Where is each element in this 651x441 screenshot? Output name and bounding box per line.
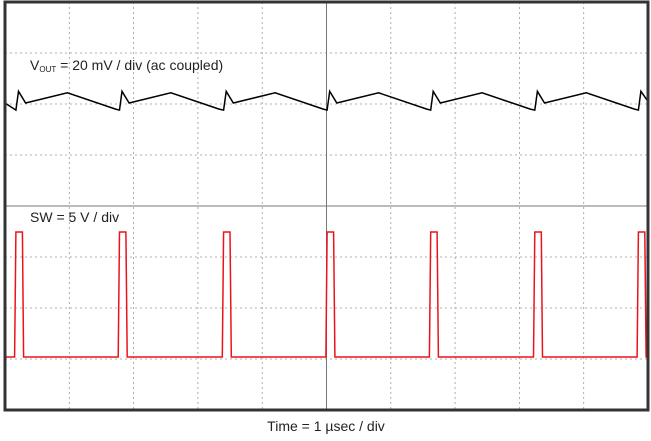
trace <box>5 231 648 358</box>
frame <box>3 0 650 412</box>
x-axis-label: Time = 1 µsec / div <box>267 418 385 434</box>
vout-label-main: V <box>30 57 40 73</box>
vout-label: VOUT = 20 mV / div (ac coupled) <box>30 57 223 74</box>
vout-label-sub: OUT <box>39 65 56 74</box>
vout-label-rest: = 20 mV / div (ac coupled) <box>56 57 223 73</box>
trace <box>4 89 649 112</box>
sw-label: SW = 5 V / div <box>30 209 119 225</box>
